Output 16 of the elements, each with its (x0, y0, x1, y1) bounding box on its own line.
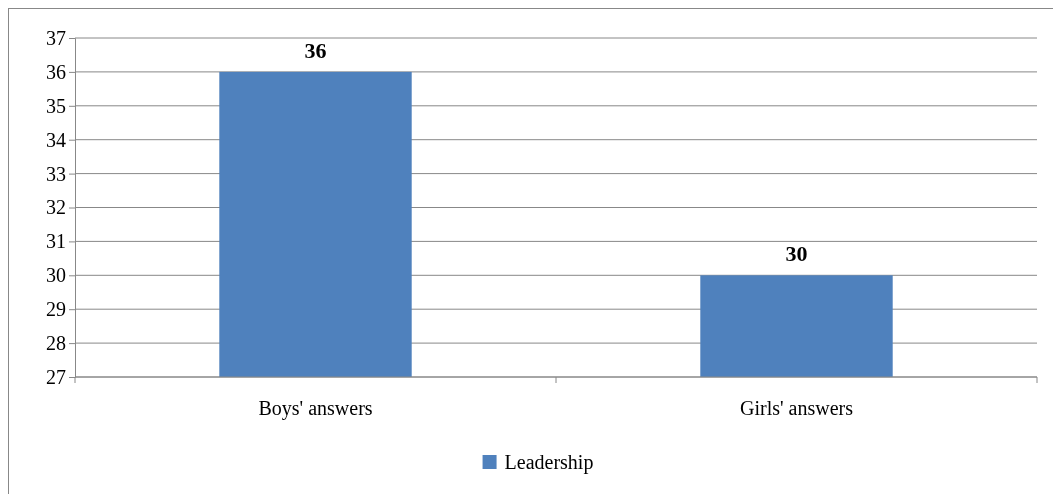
y-tick-label: 28 (46, 332, 66, 354)
y-tick-label: 31 (46, 230, 66, 253)
y-tick-label: 33 (46, 162, 66, 185)
y-tick-label: 36 (46, 60, 66, 83)
data-label: 36 (304, 37, 327, 63)
legend-label: Leadership (504, 451, 594, 474)
y-tick-label: 34 (46, 128, 66, 151)
x-tick-label: Boys' answers (258, 397, 373, 420)
y-tick-label: 32 (46, 196, 66, 219)
y-tick-label: 37 (46, 26, 66, 49)
data-label: 30 (785, 241, 808, 267)
y-tick-label: 35 (46, 94, 66, 117)
y-tick-label: 30 (46, 264, 66, 287)
y-tick-label: 29 (46, 298, 66, 321)
y-tick-label: 27 (46, 365, 66, 388)
x-tick-label: Girls' answers (739, 397, 854, 419)
